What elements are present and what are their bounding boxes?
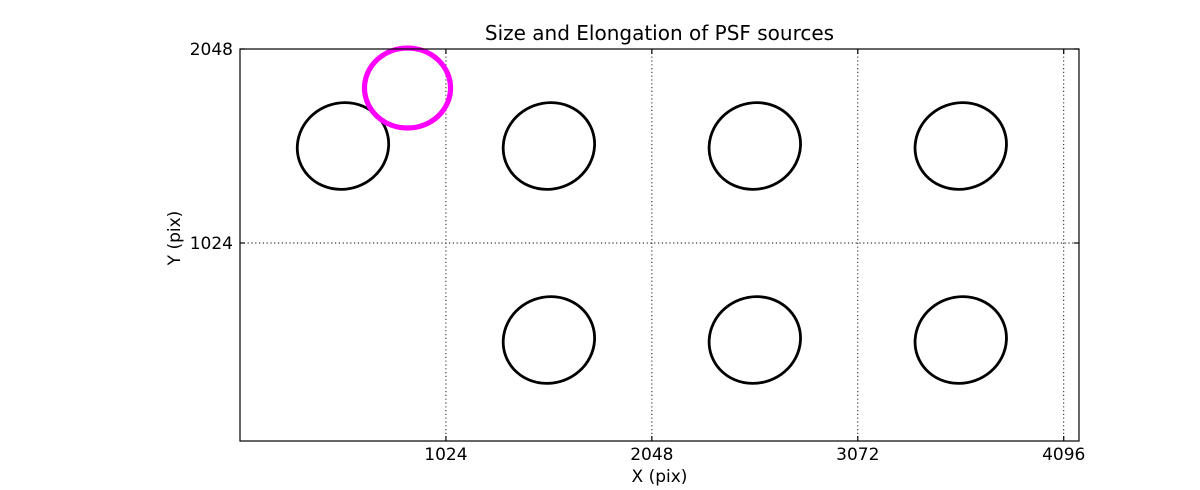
y-tick-label-2048: 2048 [190, 40, 233, 60]
psf-ellipses-black [913, 295, 1008, 385]
psf-ellipses-black [501, 295, 597, 385]
axes-frame [239, 48, 1080, 442]
x-tick-label-4096: 4096 [1042, 445, 1085, 465]
psf-ellipses-black [913, 101, 1008, 191]
psf-ellipses-black [707, 101, 802, 191]
psf-ellipse-magenta [361, 45, 454, 131]
y-axis-label: Y (pix) [165, 210, 185, 266]
psf-ellipses-black [707, 295, 802, 385]
x-tick-label-1024: 1024 [424, 445, 467, 465]
y-tick-label-1024: 1024 [190, 234, 233, 254]
x-axis-label: X (pix) [631, 467, 688, 487]
psf-ellipses-black [501, 101, 597, 191]
psf-ellipses-black [295, 101, 391, 191]
x-tick-label-2048: 2048 [630, 445, 673, 465]
chart-title: Size and Elongation of PSF sources [484, 21, 835, 45]
x-tick-label-3072: 3072 [836, 445, 879, 465]
